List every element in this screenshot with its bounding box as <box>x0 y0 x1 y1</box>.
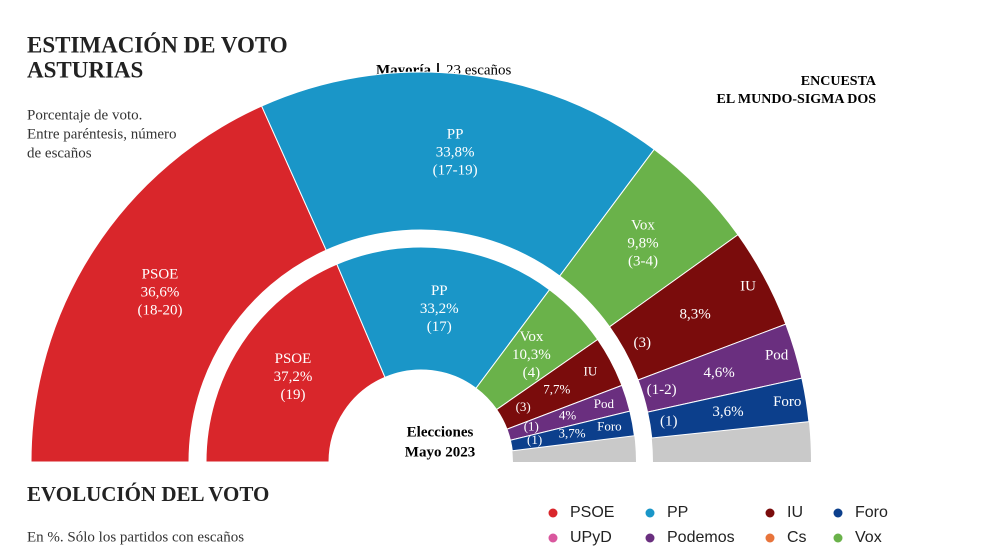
legend-label: Podemos <box>667 529 735 546</box>
segment-seats: (4) <box>523 365 541 381</box>
segment-name: Vox <box>631 218 655 234</box>
section-title: EVOLUCIÓN DEL VOTO <box>27 482 269 506</box>
legend-dot <box>548 533 558 543</box>
segment-name: Pod <box>594 396 615 411</box>
legend-dot <box>765 508 775 518</box>
segment <box>260 71 655 277</box>
segment-value: 3,6% <box>712 404 743 420</box>
segment-value: 3,7% <box>558 425 585 440</box>
legend-label: PP <box>667 504 688 521</box>
segment-value: 10,3% <box>512 347 551 363</box>
inner-label: Elecciones <box>407 424 474 440</box>
segment <box>509 410 635 452</box>
segment-name: IU <box>584 364 598 379</box>
segment-seats: (17) <box>427 319 452 335</box>
arcs <box>0 71 1000 482</box>
legend-dot <box>833 508 843 518</box>
segment-name: PSOE <box>275 351 312 367</box>
inner-label: Mayo 2023 <box>405 444 475 460</box>
segment-value: 9,8% <box>627 236 658 252</box>
segment-seats: (1) <box>660 413 678 429</box>
segment-value: 8,3% <box>680 307 711 323</box>
segment-value: 36,6% <box>141 284 180 300</box>
legend-label: Vox <box>855 529 882 546</box>
segment <box>336 246 551 389</box>
segment-value: 4,6% <box>703 365 734 381</box>
segment-seats: (18-20) <box>137 302 182 318</box>
source: EL MUNDO-SIGMA DOS <box>717 92 877 107</box>
section-subtitle: En %. Sólo los partidos con escaños <box>27 529 244 545</box>
segment-seats: (1) <box>527 432 542 447</box>
segment-value: 4% <box>559 407 577 422</box>
segment <box>205 263 386 463</box>
segment-value: 33,8% <box>436 144 475 160</box>
segment-seats: (1-2) <box>647 382 677 398</box>
subtitle: Porcentaje de voto. <box>27 107 142 123</box>
segment <box>646 377 810 439</box>
legend-dot <box>765 533 775 543</box>
segment-seats: (19) <box>280 387 305 403</box>
segment-name: PP <box>447 126 464 142</box>
segment-name: PP <box>431 283 448 299</box>
title: ESTIMACIÓN DE VOTO <box>27 31 288 57</box>
segment-value: 33,2% <box>420 301 459 317</box>
segment-seats: (3) <box>516 399 531 414</box>
segment-seats: (3-4) <box>628 254 658 270</box>
legend-dot <box>833 533 843 543</box>
legend-label: IU <box>787 504 803 521</box>
legend-label: Cs <box>787 529 807 546</box>
subtitle: de escaños <box>27 145 92 161</box>
segment-name: Foro <box>597 419 622 434</box>
legend-label: UPyD <box>570 529 612 546</box>
segment-name: PSOE <box>142 266 179 282</box>
segment-seats: (3) <box>634 335 652 351</box>
segment-seats: (17-19) <box>433 162 478 178</box>
segment-name: Foro <box>773 394 801 410</box>
segment-value: 7,7% <box>543 381 570 396</box>
title: ASTURIAS <box>27 57 143 82</box>
legend-label: Foro <box>855 504 888 521</box>
subtitle: Entre paréntesis, número <box>27 126 177 142</box>
source: ENCUESTA <box>801 74 877 89</box>
baseline-cover <box>0 462 1000 482</box>
segment-name: Pod <box>765 348 789 364</box>
segment-seats: (1) <box>524 419 539 434</box>
segment <box>30 105 327 463</box>
legend-dot <box>645 508 655 518</box>
segment-value: 37,2% <box>274 369 313 385</box>
segment-name: Vox <box>519 329 543 345</box>
legend-dot <box>645 533 655 543</box>
legend-label: PSOE <box>570 504 614 521</box>
segment-name: IU <box>740 278 756 294</box>
legend-dot <box>548 508 558 518</box>
